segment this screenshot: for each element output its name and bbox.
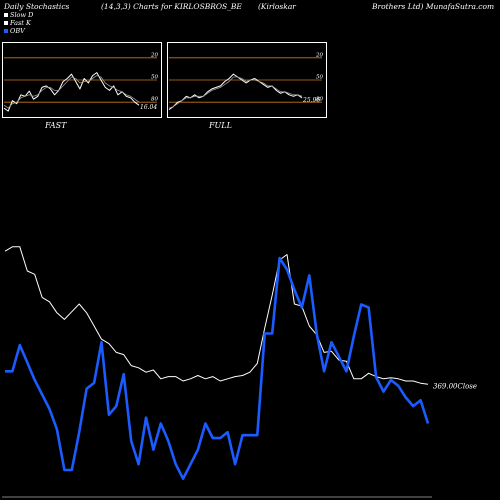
chart-title-right: Brothers Ltd) MunafaSutra.com [372,2,495,11]
obv-line [5,256,430,481]
chart-title-left: Daily Stochastics [4,2,70,11]
fast-last-value-label: 16.04 [140,104,157,111]
full-series-line [168,76,303,109]
full-last-value-label: 25.96 [302,97,320,104]
legend-item-fast-k: Fast K [4,19,33,27]
legend-item-obv: OBV [4,27,33,35]
chart-title-mid2: (Kirloskar [258,2,296,11]
close-price-line [4,246,429,385]
full-tick-label: 20 [315,52,323,58]
full-panel-label: FULL [209,121,232,130]
fast-panel-label: FAST [45,121,67,130]
fast-series-line [3,72,140,112]
fast-tick-label: 20 [150,52,158,58]
legend-item-slow-d: Slow D [4,11,33,19]
price-label: 369.00Close [433,382,477,390]
legend-label: Fast K [10,19,31,27]
legend-swatch [4,29,8,33]
legend-swatch [4,13,8,17]
fast-series-line [3,75,140,109]
legend: Slow D Fast K OBV [4,11,33,35]
full-tick-label: 50 [316,75,323,81]
chart-title-mid: (14,3,3) Charts for KIRLOSBROS_BE [101,2,242,11]
full-tick-label: 80 [316,97,323,103]
legend-swatch [4,21,8,25]
legend-label: Slow D [10,11,34,19]
fast-panel [2,42,162,118]
full-panel [167,42,327,118]
legend-label: OBV [10,27,25,35]
fast-tick-label: 80 [151,97,158,103]
fast-tick-label: 50 [151,75,158,81]
